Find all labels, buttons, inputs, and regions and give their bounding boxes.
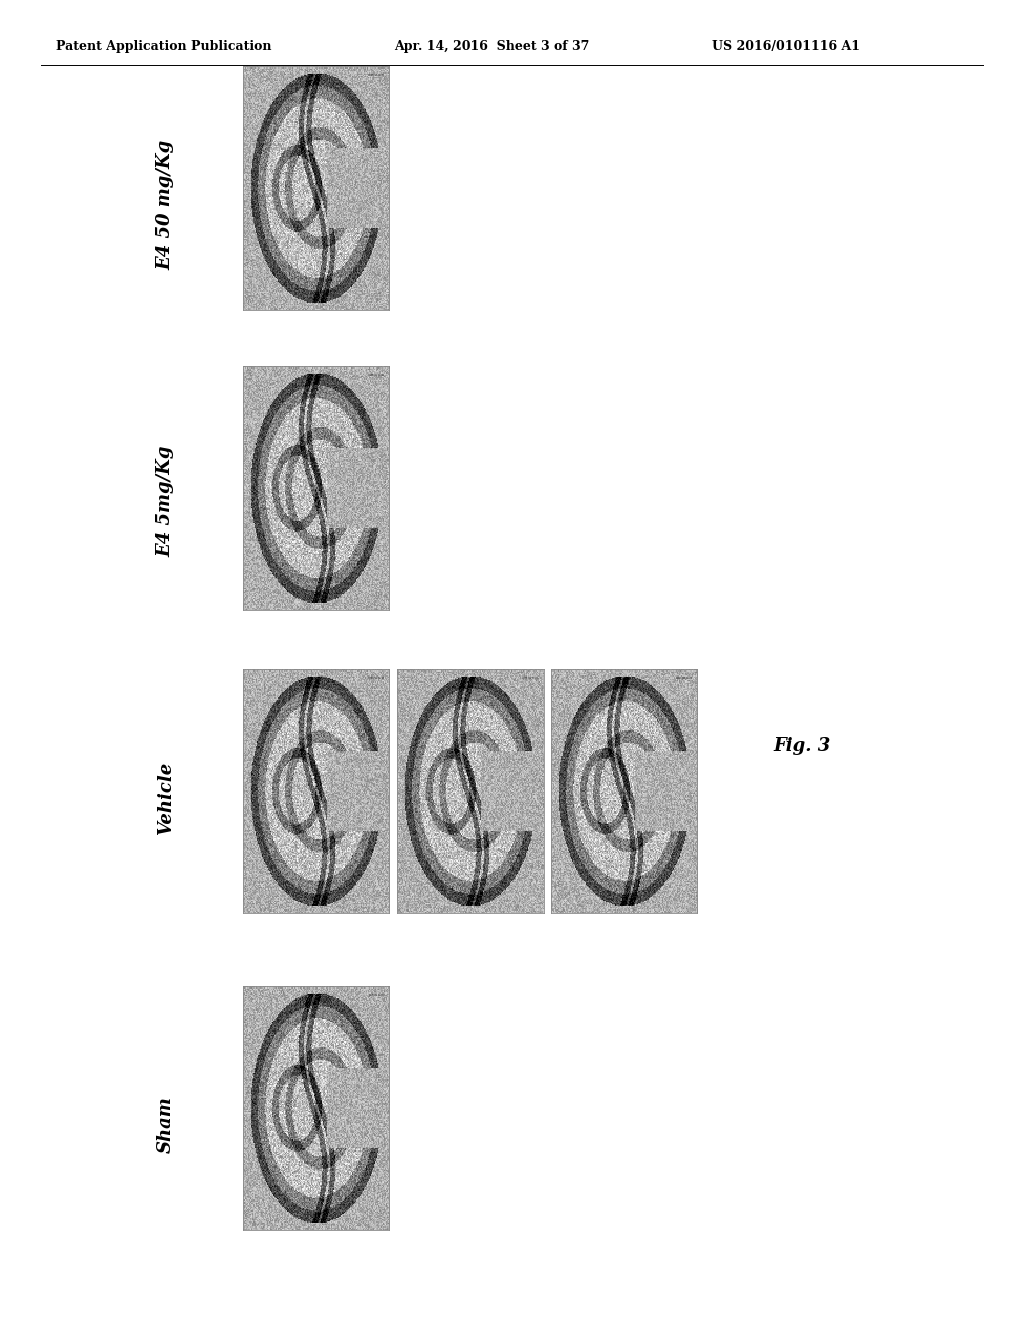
Text: E4 50 mg/Kg: E4 50 mg/Kg <box>157 140 175 269</box>
Text: E4 5mg/Kg: E4 5mg/Kg <box>157 446 175 557</box>
Text: =====: ===== <box>368 74 385 78</box>
Text: =====: ===== <box>368 374 385 378</box>
Text: =====: ===== <box>368 994 385 998</box>
Text: Patent Application Publication: Patent Application Publication <box>56 40 271 53</box>
Text: =====: ===== <box>522 677 540 681</box>
Text: Vehicle: Vehicle <box>157 762 175 836</box>
Text: Sham: Sham <box>157 1097 175 1152</box>
Text: US 2016/0101116 A1: US 2016/0101116 A1 <box>712 40 860 53</box>
Text: =====: ===== <box>368 677 385 681</box>
Text: =====: ===== <box>676 677 693 681</box>
Text: Apr. 14, 2016  Sheet 3 of 37: Apr. 14, 2016 Sheet 3 of 37 <box>394 40 590 53</box>
Text: Fig. 3: Fig. 3 <box>773 737 830 755</box>
